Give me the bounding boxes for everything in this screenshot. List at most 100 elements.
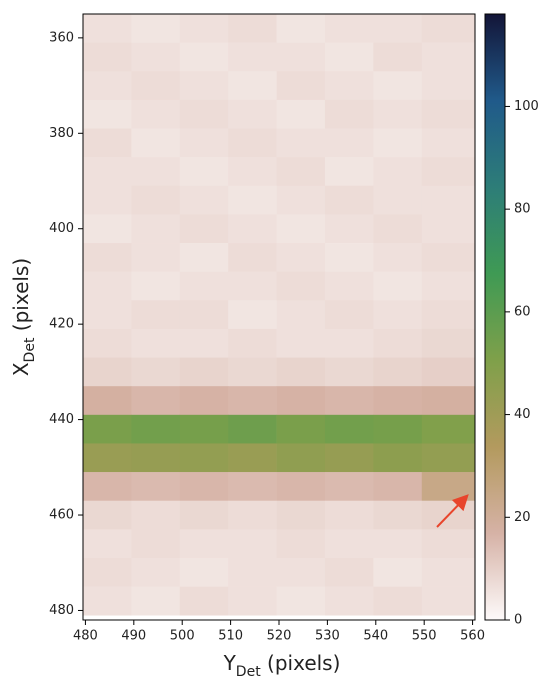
heatmap-cell xyxy=(373,271,423,301)
heatmap-cell xyxy=(324,500,374,530)
heatmap-cell xyxy=(421,386,476,416)
heatmap-cell xyxy=(83,14,132,43)
y-tick-label: 400 xyxy=(49,221,74,236)
heatmap-cell xyxy=(421,99,476,129)
heatmap-cell xyxy=(276,157,326,187)
heatmap-cell xyxy=(83,300,132,330)
colorbar-tick-label: 100 xyxy=(514,99,539,114)
heatmap-cell xyxy=(324,71,374,101)
heatmap-cell xyxy=(179,214,229,244)
heatmap-cell xyxy=(324,557,374,587)
heatmap-cell xyxy=(131,243,181,272)
heatmap-cell xyxy=(421,14,476,43)
heatmap-cell xyxy=(324,128,374,158)
heatmap-cell xyxy=(179,414,229,444)
heatmap-cell xyxy=(276,300,326,330)
heatmap-cell xyxy=(324,214,374,244)
heatmap-cell xyxy=(228,557,277,587)
y-tick-label: 460 xyxy=(49,508,74,523)
heatmap-cell xyxy=(179,557,229,587)
heatmap-cell xyxy=(83,472,132,502)
heatmap-cell xyxy=(179,14,229,43)
heatmap-cell xyxy=(83,443,132,473)
heatmap-cell xyxy=(324,586,374,616)
heatmap-cell xyxy=(276,243,326,272)
colorbar xyxy=(484,13,506,621)
heatmap-cell xyxy=(324,472,374,502)
heatmap-cell xyxy=(276,271,326,301)
y-label-main: X xyxy=(9,362,33,376)
heatmap-cell xyxy=(324,300,374,330)
x-tick-label: 560 xyxy=(460,629,485,644)
heatmap-cell xyxy=(373,243,423,272)
y-label-rest: (pixels) xyxy=(9,258,33,338)
heatmap-cell xyxy=(324,529,374,559)
heatmap-cell xyxy=(324,157,374,187)
x-tick-label: 530 xyxy=(315,629,340,644)
heatmap-cell xyxy=(83,357,132,387)
heatmap-cell xyxy=(83,157,132,187)
heatmap-cell xyxy=(276,185,326,215)
heatmap-cell xyxy=(324,14,374,43)
heatmap-cell xyxy=(228,414,277,444)
x-tick-label: 540 xyxy=(363,629,388,644)
heatmap-cell xyxy=(131,414,181,444)
heatmap-cell xyxy=(83,414,132,444)
heatmap-cell xyxy=(228,586,277,616)
heatmap-cell xyxy=(373,357,423,387)
heatmap-cell xyxy=(228,99,277,129)
heatmap-cell xyxy=(179,42,229,72)
heatmap-cell xyxy=(373,185,423,215)
heatmap-cell xyxy=(324,328,374,358)
heatmap-cell xyxy=(373,14,423,43)
heatmap-cell xyxy=(83,99,132,129)
heatmap-cell xyxy=(421,71,476,101)
heatmap-cell xyxy=(324,271,374,301)
heatmap-cell xyxy=(131,157,181,187)
heatmap-cell xyxy=(373,557,423,587)
heatmap-cell xyxy=(83,586,132,616)
heatmap-cell xyxy=(421,214,476,244)
heatmap-cell xyxy=(179,99,229,129)
heatmap-cell xyxy=(228,185,277,215)
heatmap-cell xyxy=(83,42,132,72)
heatmap-cell xyxy=(131,529,181,559)
heatmap-cell xyxy=(373,42,423,72)
heatmap-cell xyxy=(421,243,476,272)
heatmap-cell xyxy=(83,71,132,101)
heatmap-cell xyxy=(421,128,476,158)
heatmap-cell xyxy=(276,357,326,387)
heatmap-cell xyxy=(131,586,181,616)
heatmap-cell xyxy=(324,185,374,215)
heatmap-cell xyxy=(131,42,181,72)
heatmap-cell xyxy=(83,243,132,272)
heatmap-cell xyxy=(228,500,277,530)
heatmap xyxy=(83,14,476,616)
heatmap-cell xyxy=(228,328,277,358)
heatmap-cell xyxy=(276,472,326,502)
heatmap-cell xyxy=(131,128,181,158)
heatmap-cell xyxy=(421,42,476,72)
heatmap-cell xyxy=(228,157,277,187)
heatmap-cell xyxy=(228,529,277,559)
heatmap-cell xyxy=(179,386,229,416)
heatmap-cell xyxy=(276,42,326,72)
heatmap-cell xyxy=(179,443,229,473)
x-label-sub: Det xyxy=(236,664,261,676)
heatmap-cell xyxy=(228,214,277,244)
heatmap-cell xyxy=(324,386,374,416)
heatmap-cell xyxy=(324,243,374,272)
heatmap-cell xyxy=(276,71,326,101)
colorbar-tick-label: 60 xyxy=(514,304,531,319)
y-label-sub: Det xyxy=(22,337,38,362)
heatmap-cell xyxy=(421,472,476,502)
heatmap-cell xyxy=(228,71,277,101)
heatmap-cell xyxy=(373,472,423,502)
heatmap-cell xyxy=(373,128,423,158)
heatmap-cell xyxy=(131,14,181,43)
x-axis-label: YDet (pixels) xyxy=(223,651,341,677)
y-tick-label: 380 xyxy=(49,126,74,141)
heatmap-cell xyxy=(276,443,326,473)
heatmap-cell xyxy=(324,99,374,129)
heatmap-cell xyxy=(179,271,229,301)
